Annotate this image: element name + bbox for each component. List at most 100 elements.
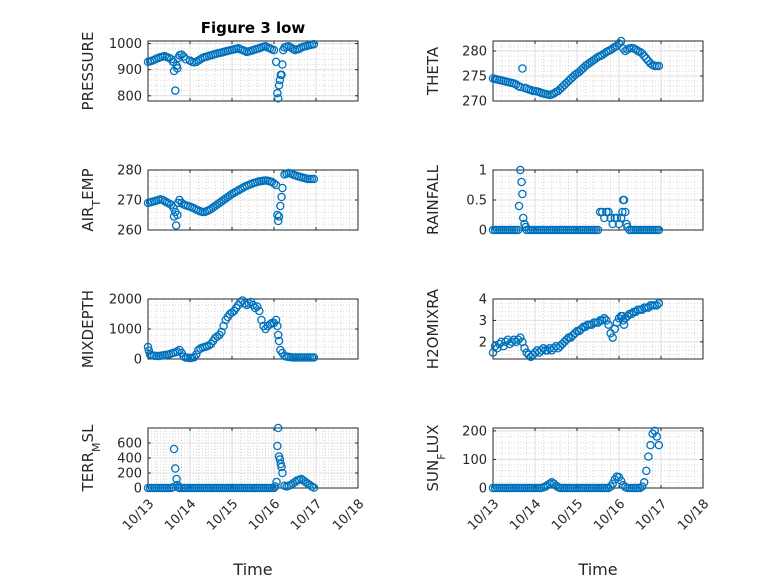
series-markers [143,39,319,103]
data-point [194,56,203,65]
data-point [275,75,285,85]
data-point [553,344,563,353]
x-tick-label: 10/13 [465,497,502,534]
data-point [269,179,279,188]
subplot-2: 270 275 280 THETA [424,36,704,110]
data-point [288,44,298,54]
data-point [644,452,653,461]
data-point [171,86,180,95]
data-point [576,324,586,334]
data-point [309,174,319,184]
x-tick-label: 10/17 [288,497,325,534]
data-point [562,78,571,88]
data-point [597,316,607,325]
data-point [558,82,567,92]
data-point [549,89,559,98]
data-point [169,444,179,454]
x-tick-label: 10/18 [675,497,712,534]
data-point [490,341,500,351]
data-point [526,352,536,362]
series-markers [488,426,664,493]
data-point [560,80,569,90]
y-tick-label: 270 [462,95,487,110]
x-tick-label: 10/15 [549,497,586,534]
data-point [602,316,611,325]
data-point [642,466,651,476]
data-point [591,54,601,63]
data-point [568,331,578,340]
data-point [255,306,264,316]
x-tick-label: 10/16 [246,497,283,534]
data-point [273,441,282,451]
data-point [637,49,647,58]
data-point [179,52,188,61]
y-axis-label-subscript: M [90,442,103,452]
y-tick-label: 2 [479,335,487,350]
x-tick-label: 10/13 [120,497,157,534]
data-point [652,432,662,441]
data-point [516,165,525,175]
axes-box [147,40,359,102]
data-point [278,60,287,69]
data-point [608,333,617,342]
data-point [273,88,282,98]
series-markers [488,299,664,362]
y-tick-label: 3 [479,314,487,329]
subplot-5: 0 1000 2000 MIXDEPTH [79,290,359,368]
data-point [277,192,286,202]
data-point [570,329,580,338]
data-point [192,57,201,67]
y-axis-label: RAINFALL [424,164,442,235]
data-point [171,221,181,230]
data-point [614,39,624,48]
data-point [277,462,286,472]
data-point [518,189,527,199]
data-point [244,299,254,308]
x-tick-label: 10/18 [330,497,367,534]
y-tick-label: 260 [117,224,142,239]
data-point [539,344,548,353]
y-tick-label: 100 [462,453,487,468]
data-point [501,337,510,347]
data-point [272,477,281,487]
data-point [541,482,550,491]
y-axis-label-subscript: T [90,200,103,208]
y-axis-label: TERRMSL [79,424,103,493]
data-point [518,213,528,223]
data-point [646,440,655,450]
subplot-1: 800 900 1000 PRESSURE Figure 3 low [79,19,359,111]
y-axis-label-part: SL [79,424,97,443]
data-point [631,45,641,54]
x-tick-label: 10/15 [204,497,241,534]
data-point [274,212,284,221]
y-tick-label: 4 [479,293,487,308]
y-axis-label: MIXDEPTH [79,290,97,368]
y-axis-label-subscript: F [435,453,448,459]
y-axis-label-part: PRESSURE [79,32,97,111]
y-tick-label: 1000 [109,323,142,338]
data-point [309,353,319,362]
data-point [627,309,636,319]
x-tick-label: 10/14 [507,497,544,534]
data-point [173,64,182,73]
axes-box [492,40,704,102]
data-point [639,51,649,61]
data-point [171,464,180,473]
data-point [518,64,527,73]
data-point [511,337,521,347]
y-tick-label: 200 [462,424,487,439]
subplot-8: 0 100 200 10/13 10/14 10/15 10/16 10/17 10/18 SUN… [424,424,712,579]
series-markers [143,296,319,363]
y-tick-label: 0 [134,482,142,497]
data-point [608,44,617,53]
axes-box [492,298,704,360]
data-point [284,41,293,51]
data-point [618,44,628,53]
data-point [273,216,283,226]
y-tick-label: 2000 [109,293,142,308]
data-point [616,213,626,223]
data-point [503,335,512,344]
data-point [177,50,186,59]
data-point [273,94,283,103]
